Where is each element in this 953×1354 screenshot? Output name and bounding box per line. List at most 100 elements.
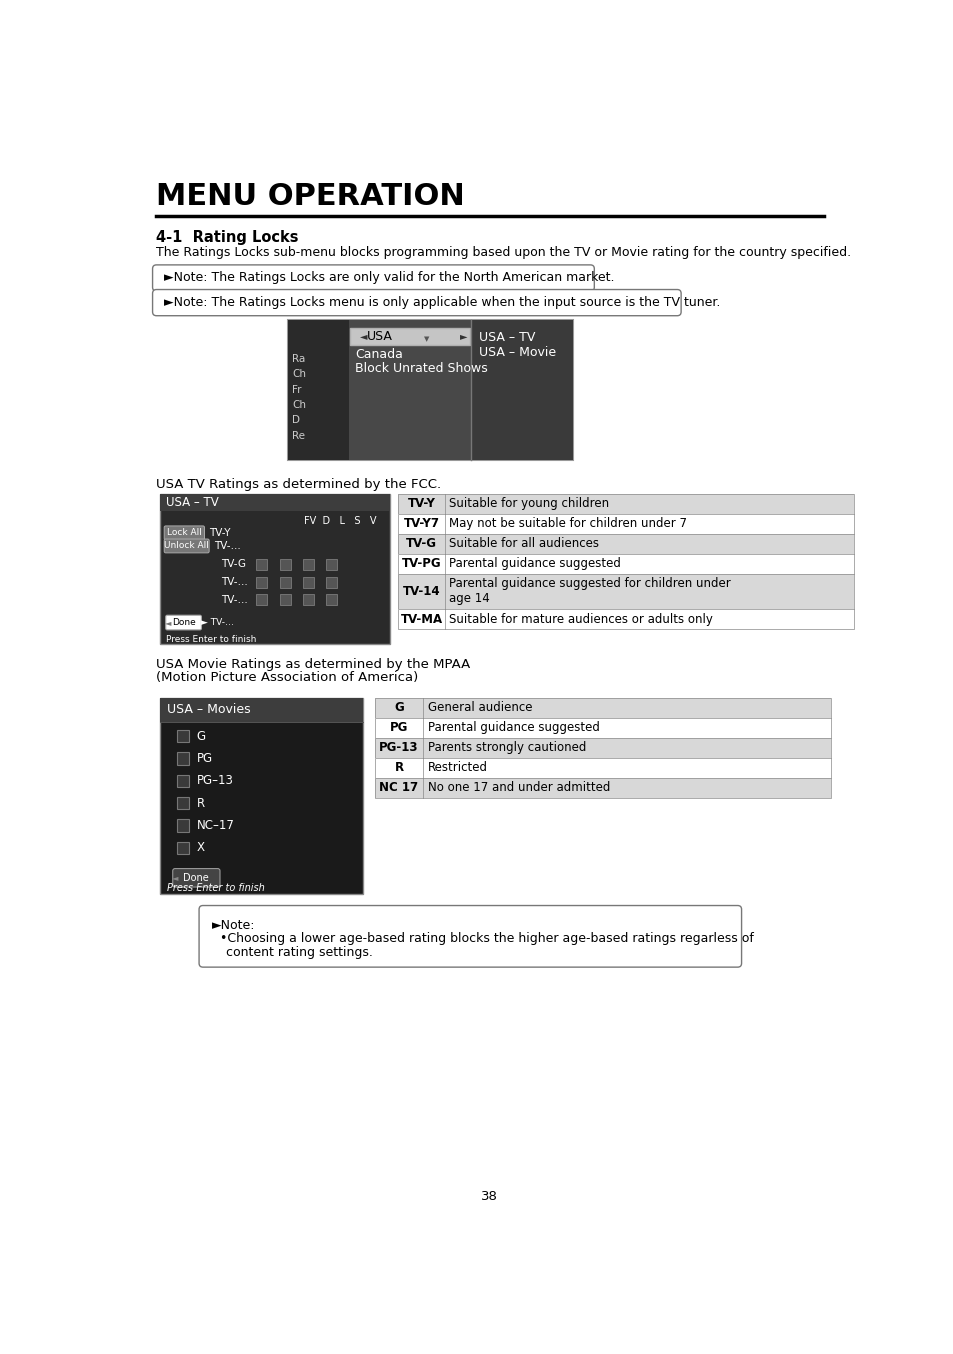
Text: 4-1  Rating Locks: 4-1 Rating Locks (156, 230, 298, 245)
Text: content rating settings.: content rating settings. (226, 945, 373, 959)
Text: ◄: ◄ (165, 617, 172, 627)
Text: General audience: General audience (427, 701, 532, 714)
Text: Restricted: Restricted (427, 761, 487, 774)
Bar (375, 777, 830, 798)
Bar (256, 559, 267, 570)
Text: TV-PG: TV-PG (401, 556, 441, 570)
Bar (288, 321, 348, 460)
Text: X: X (196, 841, 205, 854)
Text: TV-G: TV-G (406, 538, 436, 550)
Bar (397, 554, 853, 574)
Text: Suitable for mature audiences or adults only: Suitable for mature audiences or adults … (449, 612, 713, 626)
FancyBboxPatch shape (164, 539, 209, 552)
Bar (397, 494, 853, 513)
Text: ►Note: The Ratings Locks are only valid for the North American market.: ►Note: The Ratings Locks are only valid … (164, 272, 614, 284)
Bar (375, 758, 830, 777)
FancyBboxPatch shape (199, 906, 740, 967)
Bar (256, 594, 267, 605)
Text: NC 17: NC 17 (379, 781, 418, 795)
Text: G: G (196, 730, 206, 742)
Text: Lock All: Lock All (167, 528, 202, 538)
Text: TV-14: TV-14 (402, 585, 440, 598)
Text: USA – TV: USA – TV (166, 496, 218, 509)
Text: Suitable for young children: Suitable for young children (449, 497, 609, 510)
Text: Done: Done (183, 873, 209, 883)
Bar (350, 328, 469, 345)
Text: G: G (394, 701, 403, 714)
Bar (397, 533, 853, 554)
Text: Parents strongly cautioned: Parents strongly cautioned (427, 741, 585, 754)
Text: NC–17: NC–17 (196, 819, 234, 831)
Bar (279, 559, 291, 570)
Text: Unlock All: Unlock All (164, 542, 209, 551)
Bar (176, 842, 189, 854)
Text: TV-…: TV-… (221, 594, 248, 605)
Bar (375, 738, 830, 758)
Bar (397, 533, 853, 554)
Text: May not be suitable for children under 7: May not be suitable for children under 7 (449, 517, 687, 531)
Bar (348, 321, 471, 460)
Text: ►: ► (459, 332, 467, 341)
Bar (397, 513, 853, 533)
Text: Fr: Fr (292, 385, 301, 394)
Bar (326, 577, 336, 588)
Bar (397, 574, 853, 609)
Bar (375, 718, 830, 738)
Text: D: D (292, 416, 300, 425)
Text: Ch: Ch (292, 399, 306, 410)
Text: Parental guidance suggested for children under
age 14: Parental guidance suggested for children… (449, 577, 730, 605)
Bar (397, 513, 853, 533)
Text: ◄: ◄ (359, 332, 367, 341)
Bar (303, 577, 314, 588)
Bar (288, 321, 573, 460)
Text: ▼: ▼ (423, 336, 429, 341)
Bar (326, 559, 336, 570)
Text: PG–13: PG–13 (196, 774, 233, 787)
Bar (159, 494, 390, 643)
Bar (176, 774, 189, 787)
Bar (375, 697, 830, 718)
Text: Ra: Ra (292, 353, 305, 364)
Text: TV-MA: TV-MA (400, 612, 442, 626)
Bar (375, 718, 830, 738)
Bar (471, 321, 573, 460)
Bar (397, 609, 853, 630)
Text: USA: USA (367, 330, 393, 343)
Text: ◄: ◄ (172, 873, 178, 883)
Text: (Motion Picture Association of America): (Motion Picture Association of America) (156, 670, 418, 684)
Bar (375, 758, 830, 777)
Text: No one 17 and under admitted: No one 17 and under admitted (427, 781, 609, 795)
Text: USA – Movie: USA – Movie (478, 347, 556, 359)
Bar (176, 819, 189, 831)
Bar (397, 609, 853, 630)
Text: R: R (394, 761, 403, 774)
Bar (375, 738, 830, 758)
Bar (159, 494, 390, 510)
Text: Press Enter to finish: Press Enter to finish (166, 635, 255, 643)
Bar (303, 594, 314, 605)
Text: ► TV-…: ► TV-… (201, 617, 234, 627)
Bar (176, 730, 189, 742)
Bar (176, 753, 189, 765)
Bar (176, 798, 189, 810)
Text: PG-13: PG-13 (379, 741, 418, 754)
Bar (375, 697, 830, 718)
Bar (375, 777, 830, 798)
Text: PG: PG (390, 722, 408, 734)
Bar (279, 594, 291, 605)
Bar (326, 594, 336, 605)
Text: USA TV Ratings as determined by the FCC.: USA TV Ratings as determined by the FCC. (156, 478, 441, 492)
Bar (303, 559, 314, 570)
Text: MENU OPERATION: MENU OPERATION (156, 181, 465, 211)
Bar (397, 554, 853, 574)
FancyBboxPatch shape (172, 868, 220, 887)
Text: R: R (196, 796, 205, 810)
Text: TV-…: TV-… (221, 577, 248, 588)
Bar (159, 697, 363, 722)
Text: Re: Re (292, 431, 305, 441)
Text: The Ratings Locks sub-menu blocks programming based upon the TV or Movie rating : The Ratings Locks sub-menu blocks progra… (156, 245, 851, 259)
Text: PG: PG (196, 751, 213, 765)
Text: Ch: Ch (292, 370, 306, 379)
Text: ►Note:: ►Note: (212, 919, 255, 933)
Bar (279, 577, 291, 588)
